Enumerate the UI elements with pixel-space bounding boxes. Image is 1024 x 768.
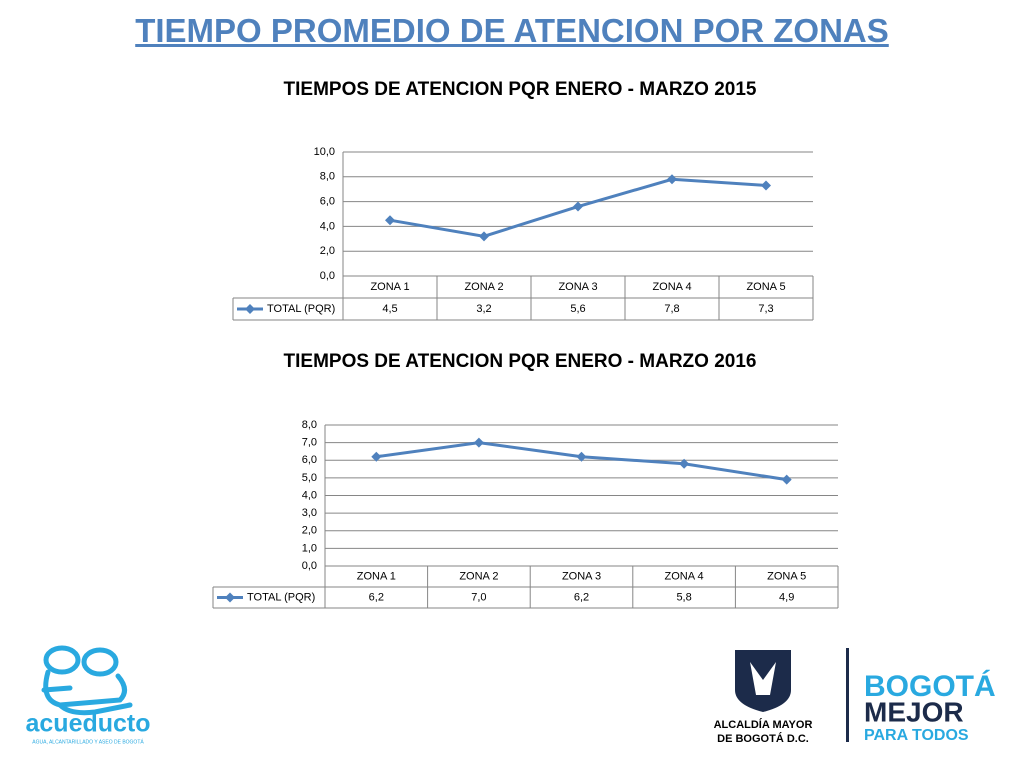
x-tick-label: ZONA 2 xyxy=(459,570,498,582)
x-tick-label: ZONA 3 xyxy=(558,281,597,293)
data-label: 4,5 xyxy=(382,303,397,315)
x-tick-label: ZONA 3 xyxy=(562,570,601,582)
y-tick-label: 0,0 xyxy=(302,560,317,572)
y-tick-label: 8,0 xyxy=(320,171,335,183)
legend-label: TOTAL (PQR) xyxy=(267,303,335,315)
marker xyxy=(473,437,484,448)
marker xyxy=(667,174,677,185)
legend-marker xyxy=(245,304,255,314)
y-tick-label: 3,0 xyxy=(302,507,317,519)
logo-text: acueducto xyxy=(25,710,150,738)
marker xyxy=(679,458,690,469)
x-tick-label: ZONA 4 xyxy=(652,281,691,293)
x-tick-label: ZONA 2 xyxy=(464,281,503,293)
data-label: 6,2 xyxy=(574,591,589,603)
x-tick-label: ZONA 4 xyxy=(665,570,704,582)
data-label: 5,6 xyxy=(570,303,585,315)
logo-text: BOGOTÁ xyxy=(864,669,996,703)
marker xyxy=(479,231,489,242)
y-tick-label: 2,0 xyxy=(320,245,335,257)
divider xyxy=(846,648,849,742)
logo-text: MEJOR xyxy=(864,696,964,727)
crest-eagle xyxy=(750,662,776,695)
marker xyxy=(385,215,395,226)
chart-title: TIEMPOS DE ATENCION PQR ENERO - MARZO 20… xyxy=(283,79,757,100)
marker xyxy=(573,201,583,212)
legend-marker xyxy=(225,592,235,603)
marker xyxy=(576,451,587,462)
data-label: 7,8 xyxy=(664,303,679,315)
y-tick-label: 0,0 xyxy=(320,270,335,282)
y-tick-label: 6,0 xyxy=(320,196,335,208)
logo-text: DE BOGOTÁ D.C. xyxy=(717,732,809,745)
y-tick-label: 5,0 xyxy=(302,472,317,484)
y-tick-label: 1,0 xyxy=(302,542,317,554)
x-tick-label: ZONA 1 xyxy=(357,570,396,582)
page-title: TIEMPO PROMEDIO DE ATENCION POR ZONAS xyxy=(135,12,889,49)
logo-text: PARA TODOS xyxy=(864,727,969,744)
x-tick-label: ZONA 1 xyxy=(370,281,409,293)
logo-text: ALCALDÍA MAYOR xyxy=(714,718,813,731)
acueducto-logo xyxy=(41,645,133,716)
data-label: 4,9 xyxy=(779,591,794,603)
data-label: 7,0 xyxy=(471,591,486,603)
data-label: 6,2 xyxy=(369,591,384,603)
marker xyxy=(761,180,771,191)
marker xyxy=(781,474,792,485)
data-label: 5,8 xyxy=(676,591,691,603)
y-tick-label: 4,0 xyxy=(302,489,317,501)
y-tick-label: 6,0 xyxy=(302,454,317,466)
marker xyxy=(371,451,382,462)
x-tick-label: ZONA 5 xyxy=(746,281,785,293)
x-tick-label: ZONA 5 xyxy=(767,570,806,582)
data-label: 7,3 xyxy=(758,303,773,315)
chart-title: TIEMPOS DE ATENCION PQR ENERO - MARZO 20… xyxy=(283,351,757,372)
logo-text: AGUA, ALCANTARILLADO Y ASEO DE BOGOTÁ xyxy=(32,738,144,745)
y-tick-label: 8,0 xyxy=(302,419,317,431)
y-tick-label: 4,0 xyxy=(320,220,335,232)
legend-label: TOTAL (PQR) xyxy=(247,591,315,603)
y-tick-label: 7,0 xyxy=(302,437,317,449)
y-tick-label: 2,0 xyxy=(302,525,317,537)
data-label: 3,2 xyxy=(476,303,491,315)
y-tick-label: 10,0 xyxy=(314,146,335,158)
